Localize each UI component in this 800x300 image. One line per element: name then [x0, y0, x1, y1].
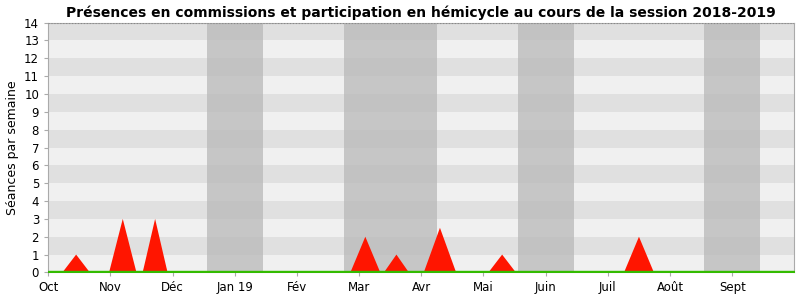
Polygon shape	[142, 237, 167, 272]
Bar	[343, 22, 437, 272]
Bar	[48, 58, 794, 76]
Bar	[48, 40, 794, 58]
Bar	[48, 219, 794, 237]
Bar	[518, 22, 574, 272]
Bar	[206, 22, 262, 272]
Bar	[48, 201, 794, 219]
Polygon shape	[62, 255, 90, 272]
Title: Présences en commissions et participation en hémicycle au cours de la session 20: Présences en commissions et participatio…	[66, 6, 776, 20]
Polygon shape	[109, 219, 137, 272]
Bar	[48, 148, 794, 165]
Polygon shape	[424, 228, 456, 272]
Polygon shape	[384, 255, 409, 272]
Bar	[48, 76, 794, 94]
Bar	[48, 130, 794, 148]
Bar	[48, 94, 794, 112]
Polygon shape	[624, 237, 654, 272]
Bar	[48, 112, 794, 130]
Polygon shape	[109, 255, 137, 272]
Polygon shape	[350, 255, 380, 272]
Bar	[48, 237, 794, 255]
Bar	[48, 255, 794, 272]
Polygon shape	[489, 255, 516, 272]
Bar	[48, 183, 794, 201]
Y-axis label: Séances par semaine: Séances par semaine	[6, 80, 18, 215]
Polygon shape	[350, 237, 380, 272]
Polygon shape	[142, 219, 167, 272]
Bar	[704, 22, 760, 272]
Bar	[48, 165, 794, 183]
Bar	[48, 22, 794, 40]
